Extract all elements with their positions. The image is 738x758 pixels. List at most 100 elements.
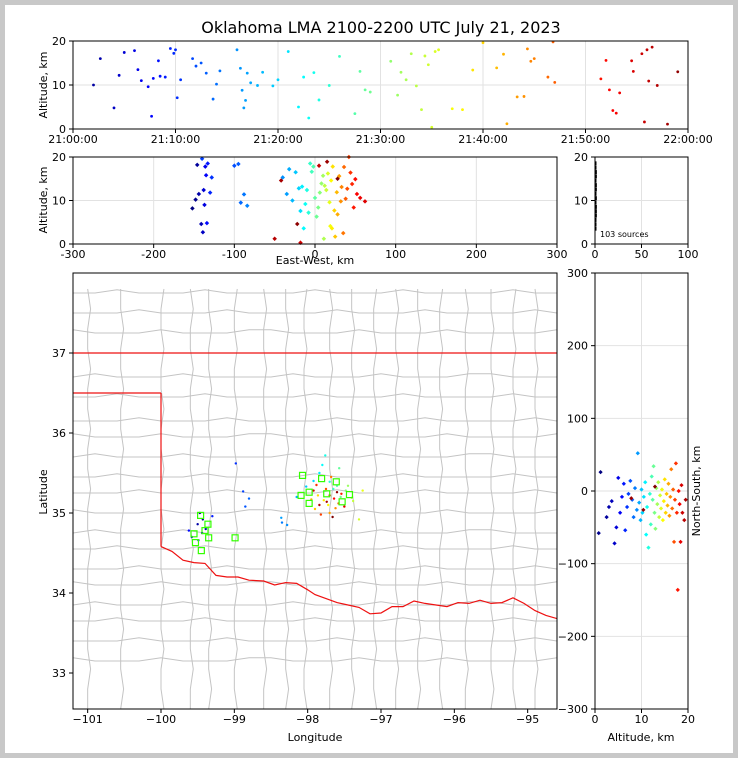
- time-altitude-point: [218, 69, 222, 73]
- time-altitude-point: [481, 41, 485, 45]
- north-south-point: [670, 487, 676, 492]
- time-altitude-points: [92, 40, 680, 129]
- time-axis-tick-label: 22:00:00: [663, 133, 712, 146]
- north-south-x-tick-label: 0: [592, 713, 599, 726]
- time-altitude-point: [611, 109, 615, 112]
- east-west-point: [354, 191, 360, 197]
- plan-view-point: [357, 518, 361, 521]
- north-south-point: [649, 474, 654, 479]
- histogram-bar: [595, 226, 597, 231]
- altitude-histogram-xticks: 0 50 100: [592, 244, 699, 261]
- time-altitude-point: [256, 84, 259, 87]
- latitude-tick-label: 36: [52, 427, 66, 440]
- east-west-x-tick-label: 100: [385, 248, 406, 261]
- time-axis-tick-label: 21:00:00: [48, 133, 97, 146]
- county-line: [73, 509, 557, 514]
- county-line: [395, 288, 400, 709]
- time-altitude-point: [117, 73, 121, 77]
- time-altitude-point: [546, 75, 550, 79]
- east-west-point: [286, 166, 292, 172]
- east-west-point: [309, 169, 315, 175]
- latitude-tick-label: 37: [52, 347, 66, 360]
- time-altitude-point: [276, 78, 280, 82]
- north-south-point: [631, 515, 636, 520]
- north-south-point: [632, 485, 638, 491]
- north-south-point: [641, 494, 646, 499]
- longitude-tick-label: −96: [443, 713, 466, 726]
- time-altitude-point: [249, 81, 253, 85]
- time-axis-tick-label: 21:30:00: [356, 133, 405, 146]
- time-altitude-point: [426, 63, 430, 67]
- plan-view-point: [321, 463, 324, 467]
- time-altitude-y-tick-label: 20: [52, 35, 66, 48]
- time-altitude-point: [522, 95, 526, 98]
- north-south-point: [658, 506, 664, 511]
- time-altitude-point: [194, 64, 198, 68]
- north-south-point: [647, 491, 652, 497]
- time-altitude-point: [666, 122, 669, 126]
- county-line: [73, 309, 557, 314]
- north-south-point: [646, 545, 651, 550]
- time-altitude-point: [396, 93, 399, 97]
- east-west-point: [317, 190, 323, 195]
- north-south-point: [683, 497, 688, 502]
- histogram-bar: [595, 217, 597, 222]
- longitude-tick-label: −101: [73, 713, 103, 726]
- time-altitude-point: [409, 52, 413, 56]
- east-west-y-tick-label: 0: [59, 238, 66, 251]
- time-altitude-point: [133, 49, 136, 53]
- north-south-point: [604, 515, 609, 520]
- county-line: [208, 289, 213, 709]
- time-altitude-point: [286, 50, 290, 53]
- time-altitude-point: [297, 105, 300, 109]
- time-altitude-point: [158, 74, 162, 78]
- time-altitude-point: [450, 107, 454, 111]
- east-west-point: [353, 176, 358, 182]
- county-line: [439, 288, 444, 709]
- plan-view-point: [324, 454, 327, 457]
- time-altitude-point: [112, 106, 116, 110]
- altitude-histogram-bars: [595, 161, 597, 231]
- north-south-point: [660, 517, 666, 523]
- east-west-point: [329, 226, 335, 231]
- altitude-north-south-ylabel: North-South, km: [690, 446, 703, 537]
- county-line: [73, 565, 557, 570]
- histogram-bar: [595, 191, 597, 196]
- plan-view-point: [319, 513, 323, 516]
- east-west-x-tick-label: -200: [141, 248, 166, 261]
- north-south-point: [669, 467, 674, 472]
- plan-view-point: [234, 462, 237, 465]
- latitude-tick-label: 35: [52, 507, 66, 520]
- plan-view-point: [280, 516, 283, 519]
- time-altitude-point: [157, 59, 160, 63]
- plan-view-point: [241, 490, 245, 493]
- north-south-point: [657, 493, 663, 498]
- plan-view-frame: [72, 272, 558, 710]
- time-altitude-point: [430, 125, 434, 129]
- plan-view-point: [322, 499, 325, 502]
- east-west-x-tick-label: 0: [312, 248, 319, 261]
- east-west-x-tick-label: 300: [547, 248, 568, 261]
- histogram-bar: [595, 170, 597, 175]
- time-altitude-ylabel: Altitude, km: [37, 51, 50, 118]
- north-south-point: [664, 491, 669, 497]
- histogram-bar: [595, 213, 597, 218]
- lma-station-marker: [305, 488, 313, 496]
- histogram-bar: [595, 200, 597, 205]
- time-axis-tick-label: 21:50:00: [561, 133, 610, 146]
- time-altitude-point: [389, 59, 393, 63]
- east-west-point: [324, 187, 329, 193]
- plan-view-point: [313, 507, 317, 511]
- time-altitude-point: [244, 99, 247, 102]
- north-south-point: [626, 491, 631, 497]
- figure-canvas: [5, 5, 733, 753]
- plan-view-point: [346, 484, 350, 487]
- east-west-point: [362, 199, 368, 204]
- time-altitude-point: [515, 95, 519, 99]
- plan-view-point: [211, 515, 214, 518]
- north-south-point: [644, 504, 650, 510]
- county-line: [73, 373, 557, 378]
- east-west-point: [321, 236, 327, 242]
- time-altitude-point: [650, 45, 654, 49]
- longitude-tick-label: −95: [516, 713, 539, 726]
